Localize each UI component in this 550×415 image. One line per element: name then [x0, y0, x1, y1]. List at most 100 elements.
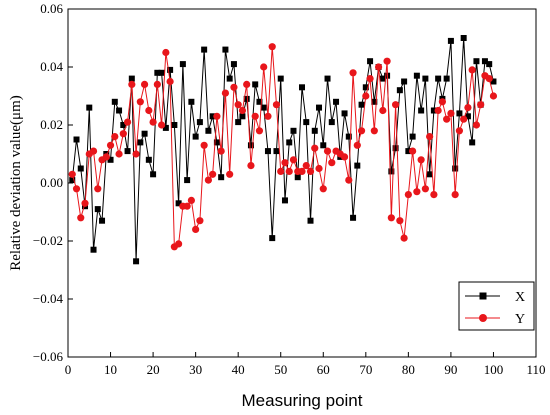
data-point: [316, 104, 323, 111]
data-point: [201, 46, 208, 53]
data-point: [226, 170, 234, 178]
data-point: [443, 115, 451, 123]
data-point: [120, 122, 127, 128]
data-point: [238, 106, 247, 115]
data-point: [443, 75, 450, 82]
data-point: [341, 110, 348, 117]
data-point: [94, 185, 102, 193]
data-point: [400, 234, 408, 242]
series-line-Y: [71, 46, 494, 248]
data-point: [239, 113, 246, 120]
data-point: [124, 148, 131, 155]
data-point: [150, 171, 157, 178]
data-point: [260, 104, 267, 111]
data-point: [323, 147, 332, 155]
data-point: [196, 217, 204, 225]
data-point: [106, 141, 115, 149]
data-point: [234, 101, 242, 109]
data-point: [456, 110, 463, 117]
data-point: [438, 98, 446, 106]
data-point: [447, 109, 455, 117]
data-point: [166, 77, 174, 86]
data-point: [353, 141, 361, 149]
data-point: [299, 84, 305, 91]
data-point: [68, 170, 76, 178]
data-point: [485, 75, 493, 83]
data-point: [209, 113, 216, 120]
data-point: [426, 133, 434, 141]
data-point: [192, 225, 200, 233]
data-point: [328, 159, 336, 167]
data-point: [357, 127, 366, 135]
series-line-X: [71, 37, 494, 262]
data-point: [358, 101, 365, 108]
data-point: [349, 69, 357, 77]
data-point: [277, 167, 285, 175]
data-point: [340, 153, 349, 161]
data-point: [251, 112, 259, 120]
data-point: [281, 197, 288, 204]
x-axis-title: Measuring point: [242, 391, 363, 410]
data-point: [111, 98, 118, 105]
data-point: [396, 217, 404, 225]
data-point: [192, 133, 199, 140]
data-point: [477, 101, 485, 109]
data-point: [116, 107, 123, 114]
data-point: [324, 75, 331, 82]
x-tick-label: 50: [274, 362, 287, 377]
y-tick-label: −0.04: [33, 291, 64, 306]
legend-entry-X: X: [465, 290, 525, 305]
data-point: [409, 133, 416, 140]
data-point: [354, 162, 361, 169]
series-Y: [68, 43, 498, 251]
x-tick-label: 40: [232, 362, 245, 377]
data-point: [405, 148, 412, 155]
data-point: [149, 118, 157, 126]
data-point: [183, 202, 191, 210]
data-point: [221, 89, 230, 97]
data-point: [128, 75, 135, 82]
data-point: [235, 119, 242, 126]
data-point: [489, 92, 498, 100]
data-point: [230, 83, 238, 91]
data-point: [370, 127, 378, 135]
series-X: [69, 35, 497, 265]
y-tick-label: −0.02: [33, 233, 63, 248]
data-point: [133, 258, 140, 265]
y-tick-label: 0.06: [40, 1, 63, 16]
data-point: [289, 156, 298, 164]
data-point: [362, 92, 370, 100]
data-point: [72, 185, 81, 193]
data-point: [175, 200, 182, 207]
data-point: [464, 104, 472, 112]
data-point: [94, 206, 101, 213]
data-point: [77, 165, 84, 172]
data-point: [464, 113, 471, 120]
data-point: [286, 139, 293, 146]
data-point: [366, 75, 374, 83]
x-tick-label: 80: [402, 362, 415, 377]
data-point: [388, 168, 395, 175]
data-point: [252, 81, 259, 88]
y-tick-label: −0.06: [33, 349, 64, 364]
x-tick-label: 90: [444, 362, 457, 377]
data-point: [426, 171, 433, 178]
data-point: [455, 127, 464, 135]
data-point: [350, 214, 357, 221]
x-tick-label: 20: [147, 362, 160, 377]
data-point: [447, 37, 454, 44]
data-point: [315, 164, 323, 173]
data-point: [256, 98, 263, 105]
data-point: [371, 98, 378, 105]
data-point: [333, 98, 340, 105]
data-point: [107, 156, 114, 163]
data-point: [481, 58, 488, 65]
data-point: [269, 235, 276, 242]
data-point: [345, 176, 353, 184]
legend-label: X: [515, 290, 525, 305]
data-point: [123, 118, 132, 126]
data-point: [86, 104, 93, 111]
data-point: [421, 185, 429, 193]
data-point: [435, 75, 442, 82]
data-point: [417, 156, 425, 164]
